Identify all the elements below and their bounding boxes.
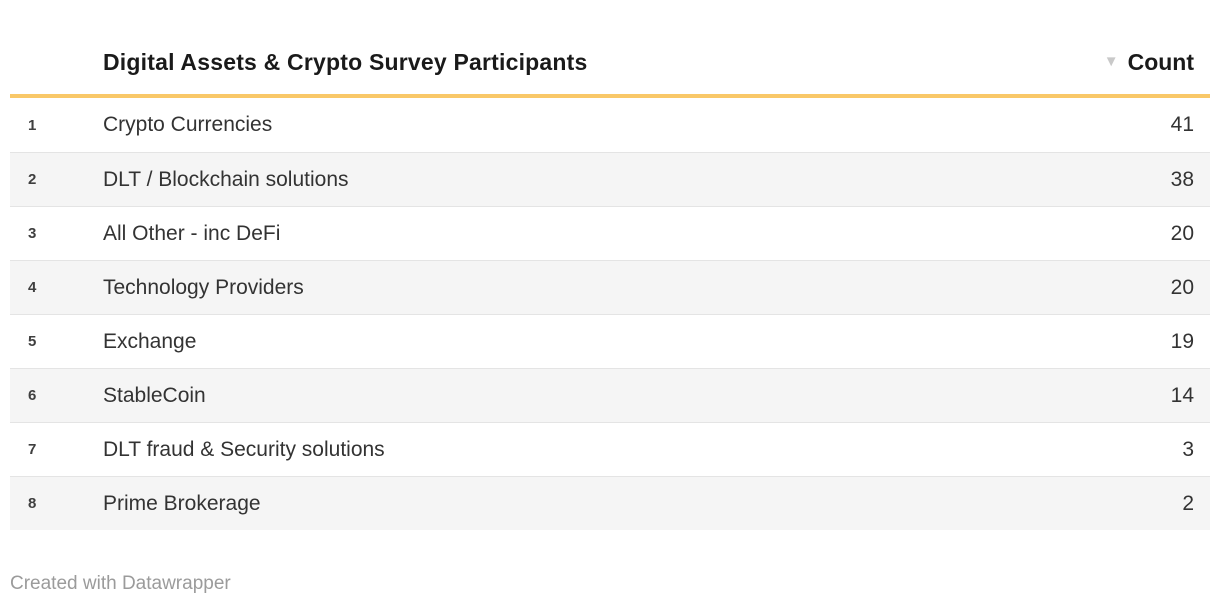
row-label: Exchange	[103, 329, 197, 353]
row-count: 38	[1170, 167, 1194, 191]
datawrapper-table: Digital Assets & Crypto Survey Participa…	[10, 0, 1210, 530]
row-label: All Other - inc DeFi	[103, 221, 281, 245]
row-rank: 1	[28, 116, 37, 134]
row-count: 2	[1182, 491, 1194, 515]
count-column-header[interactable]: ▼ Count	[1104, 47, 1210, 77]
row-rank: 2	[28, 171, 37, 188]
table-row: 2 DLT / Blockchain solutions 38	[10, 152, 1210, 206]
row-count: 20	[1170, 275, 1194, 299]
table-title: Digital Assets & Crypto Survey Participa…	[103, 49, 588, 75]
row-count: 14	[1170, 383, 1194, 407]
row-count: 41	[1170, 113, 1194, 136]
row-rank: 4	[28, 279, 37, 296]
table-body: 1 Crypto Currencies 41 2 DLT / Blockchai…	[10, 98, 1210, 530]
row-count: 19	[1170, 329, 1194, 353]
row-label: StableCoin	[103, 383, 206, 407]
row-rank: 7	[28, 441, 37, 458]
table-row: 3 All Other - inc DeFi 20	[10, 206, 1210, 260]
sort-descending-icon: ▼	[1103, 53, 1119, 70]
row-rank: 3	[28, 225, 37, 242]
table-row: 6 StableCoin 14	[10, 368, 1210, 422]
row-count: 3	[1182, 437, 1194, 461]
row-rank: 8	[28, 495, 37, 512]
row-label: DLT fraud & Security solutions	[103, 437, 385, 461]
table-row: 5 Exchange 19	[10, 314, 1210, 368]
row-label: Crypto Currencies	[103, 113, 273, 136]
table-row: 1 Crypto Currencies 41	[10, 98, 1210, 152]
row-count: 20	[1170, 221, 1194, 245]
table-row: 4 Technology Providers 20	[10, 260, 1210, 314]
table-header: Digital Assets & Crypto Survey Participa…	[10, 0, 1210, 98]
row-label: Technology Providers	[103, 275, 304, 299]
table-row: 7 DLT fraud & Security solutions 3	[10, 422, 1210, 476]
table-row: 8 Prime Brokerage 2	[10, 476, 1210, 530]
row-rank: 5	[28, 333, 37, 350]
row-label: DLT / Blockchain solutions	[103, 167, 349, 191]
datawrapper-attribution-link[interactable]: Created with Datawrapper	[10, 573, 231, 594]
row-rank: 6	[28, 387, 37, 404]
row-label: Prime Brokerage	[103, 491, 261, 515]
count-header-label: Count	[1127, 49, 1194, 75]
